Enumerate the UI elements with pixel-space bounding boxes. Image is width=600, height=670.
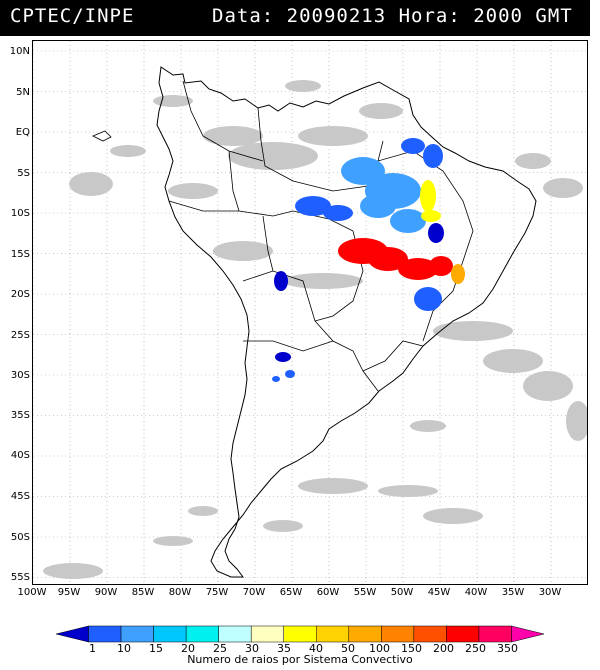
map-canvas: [32, 41, 590, 584]
colorbar-tick: 30: [245, 642, 259, 655]
lat-tick: 25S: [10, 330, 30, 341]
convective-systems: [272, 138, 465, 382]
lon-tick: 35W: [501, 587, 525, 598]
country-borders: [168, 80, 474, 392]
colorbar-caption: Numero de raios por Sistema Convectivo: [187, 653, 413, 666]
colorbar-cell: [185, 625, 219, 643]
colorbar-tick: 250: [465, 642, 486, 655]
lon-tick: 95W: [57, 587, 81, 598]
lon-tick: 30W: [538, 587, 562, 598]
datetime-label: Data: 20090213 Hora: 2000 GMT: [212, 5, 573, 27]
colorbar-tick: 200: [433, 642, 454, 655]
colorbar-tick: 35: [277, 642, 291, 655]
colorbar-tick: 350: [497, 642, 518, 655]
colorbar-tick: 50: [341, 642, 355, 655]
colorbar-cell: [316, 625, 350, 643]
colorbar-cell: [348, 625, 382, 643]
colorbar-tick: 40: [309, 642, 323, 655]
colorbar-tick: 15: [149, 642, 163, 655]
lon-tick: 75W: [205, 587, 229, 598]
colorbar-cell: [413, 625, 447, 643]
lat-tick: 55S: [10, 572, 30, 583]
lon-tick: 45W: [427, 587, 451, 598]
lon-tick: 60W: [316, 587, 340, 598]
lon-tick: 100W: [17, 587, 47, 598]
lat-tick: 10S: [10, 208, 30, 219]
lon-tick: 80W: [168, 587, 192, 598]
source-label: CPTEC/INPE: [10, 5, 135, 27]
colorbar-cell: [283, 625, 317, 643]
colorbar-cell: [120, 625, 154, 643]
colorbar-cell: [88, 625, 122, 643]
lat-tick: 35S: [10, 410, 30, 421]
lon-tick: 55W: [353, 587, 377, 598]
colorbar-tick: 1: [89, 642, 96, 655]
colorbar-tick: 20: [181, 642, 195, 655]
colorbar-tick: 10: [117, 642, 131, 655]
lat-tick: 30S: [10, 370, 30, 381]
colorbar-cell: [250, 625, 284, 643]
colorbar-cell: [446, 625, 480, 643]
colorbar-cell: [153, 625, 187, 643]
title-bar: CPTEC/INPE Data: 20090213 Hora: 2000 GMT: [0, 0, 590, 36]
lon-tick: 65W: [279, 587, 303, 598]
colorbar-tick: 25: [213, 642, 227, 655]
map-frame: [32, 40, 590, 585]
colorbar-cell: [478, 625, 512, 643]
lat-tick: 10N: [9, 46, 30, 57]
cloud-cover: [43, 80, 590, 579]
lat-tick: 50S: [10, 532, 30, 543]
colorbar-cell: [381, 625, 415, 643]
lat-tick: 40S: [10, 450, 30, 461]
lon-tick: 70W: [242, 587, 266, 598]
lat-tick: 5N: [16, 87, 30, 98]
colorbar-cell: [218, 625, 252, 643]
lat-tick: EQ: [15, 127, 30, 138]
lon-tick: 85W: [131, 587, 155, 598]
lat-tick: 15S: [10, 249, 30, 260]
colorbar-tick: 100: [369, 642, 390, 655]
colorbar-cell: [511, 625, 544, 643]
graticule: [32, 41, 587, 584]
colorbar-cell: [56, 625, 89, 643]
lat-tick: 45S: [10, 491, 30, 502]
colorbar: [56, 625, 544, 643]
colorbar-tick: 150: [401, 642, 422, 655]
lat-tick: 5S: [17, 168, 30, 179]
lon-tick: 50W: [390, 587, 414, 598]
lon-tick: 40W: [464, 587, 488, 598]
lat-tick: 20S: [10, 289, 30, 300]
lon-tick: 90W: [94, 587, 118, 598]
coastline: [92, 66, 537, 578]
